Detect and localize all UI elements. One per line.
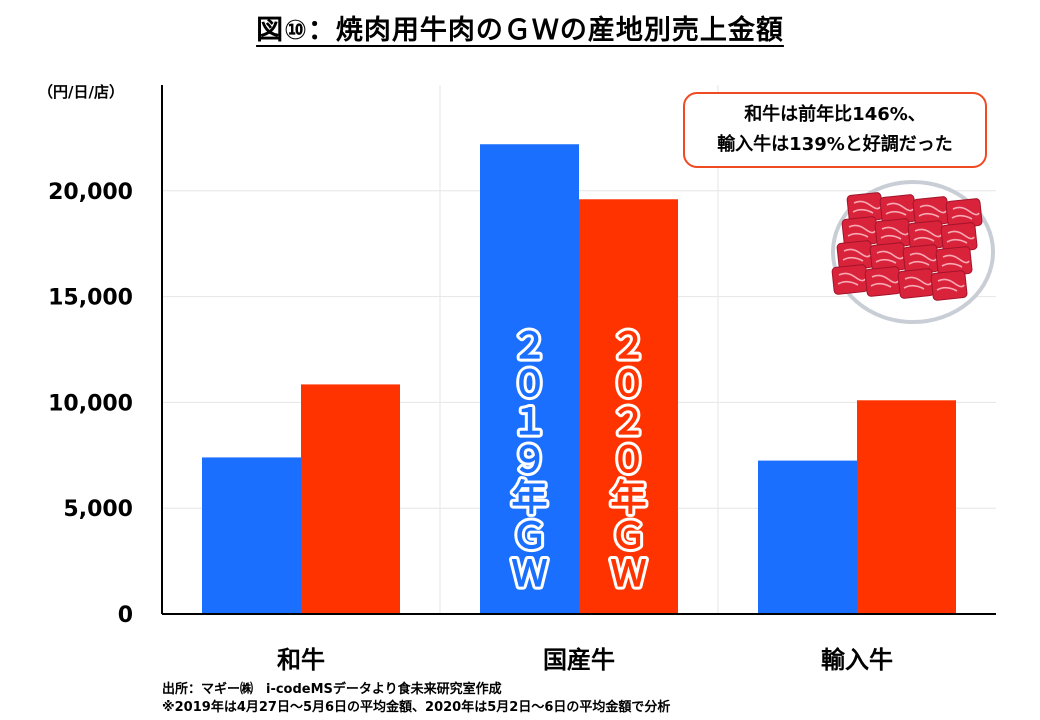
series-label-2019: １ [511, 402, 547, 443]
bar-2019 [202, 457, 301, 614]
x-tick-label: 国産牛 [543, 646, 615, 674]
series-label-2020: ０ [610, 364, 646, 405]
series-label-2020: ０ [610, 440, 646, 481]
bar-2020 [857, 400, 956, 614]
y-tick-label: 0 [118, 603, 133, 628]
series-label-2019: ２ [511, 326, 547, 367]
bar-chart: 0 5,000 10,000 15,000 20,000 （円/日/店） 和牛 国産牛 輸入牛 ２… [38, 83, 996, 674]
series-label-2020: Ｇ [610, 516, 646, 557]
bar-2020 [301, 384, 400, 614]
period-note: ※2019年は4月27日～5月6日の平均金額、2020年は5月2日～6日の平均金… [162, 700, 671, 715]
y-tick-label: 10,000 [48, 391, 133, 416]
bar-2019 [480, 144, 579, 615]
x-tick-label: 輸入牛 [821, 646, 893, 674]
callout-line-1: 和牛は前年比146%、 [744, 104, 926, 125]
bar-2019 [758, 460, 857, 614]
bar-2020 [579, 199, 678, 614]
meat-plate-icon [831, 180, 995, 324]
series-label-2019: ９ [511, 440, 547, 481]
series-label-2020: 年 [610, 478, 646, 519]
y-tick-label: 15,000 [48, 286, 133, 311]
callout-line-2: 輸入牛は139%と好調だった [717, 134, 953, 155]
annotation-callout: 和牛は前年比146%、 輸入牛は139%と好調だった [683, 92, 987, 168]
series-label-2020: ２ [610, 402, 646, 443]
series-label-2019: 年 [511, 478, 547, 519]
chart-title: 図⑩：焼肉用牛肉のＧＷの産地別売上金額 [256, 15, 784, 46]
series-label-2019: Ｇ [511, 516, 547, 557]
series-label-2020: Ｗ [610, 554, 646, 595]
series-label-2019: ０ [511, 364, 547, 405]
y-tick-label: 20,000 [48, 180, 133, 205]
x-tick-label: 和牛 [277, 646, 325, 674]
chart-footer: 出所：マギー㈱ i-codeMSデータより食未来研究室作成 ※2019年は4月2… [162, 681, 670, 717]
series-label-2019: Ｗ [511, 554, 547, 595]
y-unit-label: （円/日/店） [38, 83, 124, 101]
series-label-2020: ２ [610, 326, 646, 367]
y-tick-label: 5,000 [63, 497, 133, 522]
source-note: 出所：マギー㈱ i-codeMSデータより食未来研究室作成 [162, 682, 502, 697]
